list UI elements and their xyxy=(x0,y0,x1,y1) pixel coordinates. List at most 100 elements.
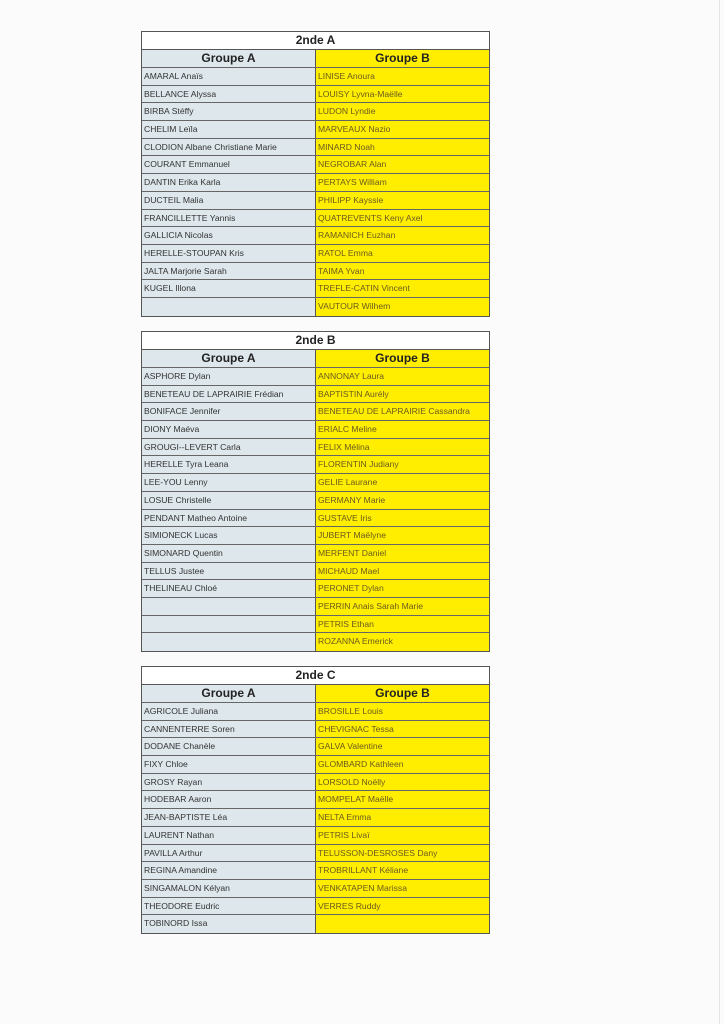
table-row: KUGEL Illona TREFLE-CATIN Vincent xyxy=(142,280,489,298)
group-a-student: BENETEAU DE LAPRAIRIE Frédian xyxy=(142,385,316,403)
table-row: SIMIONECK Lucas JUBERT Maëlyne xyxy=(142,527,489,545)
table-row: FIXY Chloe GLOMBARD Kathleen xyxy=(142,756,489,774)
table-row: GALLICIA Nicolas RAMANICH Euzhan xyxy=(142,227,489,245)
group-a-header: Groupe A xyxy=(142,685,316,702)
table-row: CANNENTERRE Soren CHEVIGNAC Tessa xyxy=(142,720,489,739)
table-row: BONIFACE Jennifer BENETEAU DE LAPRAIRIE … xyxy=(142,403,489,422)
group-a-student: LEE-YOU Lenny xyxy=(142,474,316,491)
group-a-student xyxy=(142,297,316,316)
group-b-student: GALVA Valentine xyxy=(316,738,489,756)
group-a-student: DODANE Chanèle xyxy=(142,738,316,756)
table-row: PENDANT Matheo Antoine GUSTAVE Iris xyxy=(142,509,489,528)
table-row: ASPHORE Dylan ANNONAY Laura xyxy=(142,368,489,386)
table-row: PETRIS Ethan xyxy=(142,615,489,634)
group-a-student: HERELLE-STOUPAN Kris xyxy=(142,244,316,262)
group-a-student: CHELIM Leïla xyxy=(142,121,316,138)
group-b-header: Groupe B xyxy=(316,50,489,67)
group-a-student xyxy=(142,633,316,651)
class-title: 2nde C xyxy=(142,667,489,685)
group-b-student: NELTA Emma xyxy=(316,809,489,826)
table-row: THEODORE Eudric VERRES Ruddy xyxy=(142,897,489,916)
group-a-student: CANNENTERRE Soren xyxy=(142,720,316,738)
group-a-student: FIXY Chloe xyxy=(142,756,316,773)
header-row: Groupe A Groupe B xyxy=(142,50,489,68)
table-row: LOSUE Christelle GERMANY Marie xyxy=(142,491,489,510)
table-row: SINGAMALON Kélyan VENKATAPEN Marissa xyxy=(142,879,489,898)
table-row: BIRBA Stéffy LUDON Lyndie xyxy=(142,103,489,122)
group-b-header: Groupe B xyxy=(316,685,489,702)
group-a-student: THEODORE Eudric xyxy=(142,897,316,915)
group-a-student: LOSUE Christelle xyxy=(142,491,316,509)
group-b-student: PERTAYS William xyxy=(316,174,489,191)
table-row: JEAN-BAPTISTE Léa NELTA Emma xyxy=(142,809,489,827)
table-row: TELLUS Justee MICHAUD Mael xyxy=(142,562,489,581)
group-a-student: DUCTEIL Malia xyxy=(142,191,316,209)
group-a-student: BIRBA Stéffy xyxy=(142,103,316,121)
table-row: SIMONARD Quentin MERFENT Daniel xyxy=(142,544,489,563)
group-b-student: QUATREVENTS Keny Axel xyxy=(316,209,489,227)
table-row: LAURENT Nathan PETRIS Livaï xyxy=(142,826,489,845)
group-b-student: MARVEAUX Nazio xyxy=(316,121,489,138)
group-b-student: LOUISY Lyvna-Maëlle xyxy=(316,85,489,103)
group-a-student xyxy=(142,615,316,633)
table-row: DODANE Chanèle GALVA Valentine xyxy=(142,738,489,757)
class-title: 2nde B xyxy=(142,332,489,350)
group-a-student: PAVILLA Arthur xyxy=(142,844,316,862)
group-b-student: PHILIPP Kayssie xyxy=(316,191,489,209)
group-b-student: FLORENTIN Judiany xyxy=(316,456,489,474)
group-b-student: MERFENT Daniel xyxy=(316,544,489,562)
group-b-student: PETRIS Livaï xyxy=(316,826,489,844)
group-b-student: MICHAUD Mael xyxy=(316,562,489,580)
group-b-student: NEGROBAR Alan xyxy=(316,156,489,174)
group-a-student: JEAN-BAPTISTE Léa xyxy=(142,809,316,826)
group-a-student: ASPHORE Dylan xyxy=(142,368,316,385)
group-b-student xyxy=(316,915,489,933)
group-a-student: AGRICOLE Juliana xyxy=(142,703,316,720)
group-b-student: RAMANICH Euzhan xyxy=(316,227,489,244)
group-b-student: ERIALC Meline xyxy=(316,421,489,438)
group-a-student: TOBINORD Issa xyxy=(142,915,316,933)
group-a-student: KUGEL Illona xyxy=(142,280,316,297)
table-row: LEE-YOU Lenny GELIE Laurane xyxy=(142,474,489,492)
group-a-student xyxy=(142,597,316,615)
group-a-student: GALLICIA Nicolas xyxy=(142,227,316,244)
group-b-student: CHEVIGNAC Tessa xyxy=(316,720,489,738)
group-a-student: HODEBAR Aaron xyxy=(142,791,316,809)
table-row: FRANCILLETTE Yannis QUATREVENTS Keny Axe… xyxy=(142,209,489,228)
group-a-student: HERELLE Tyra Leana xyxy=(142,456,316,474)
table-row: BENETEAU DE LAPRAIRIE Frédian BAPTISTIN … xyxy=(142,385,489,404)
group-a-student: CLODION Albane Christiane Marie xyxy=(142,138,316,156)
group-b-student: LINISE Anoura xyxy=(316,68,489,85)
table-row: DUCTEIL Malia PHILIPP Kayssie xyxy=(142,191,489,210)
header-row: Groupe A Groupe B xyxy=(142,685,489,703)
group-a-student: BONIFACE Jennifer xyxy=(142,403,316,421)
group-b-student: BENETEAU DE LAPRAIRIE Cassandra xyxy=(316,403,489,421)
group-a-student: LAURENT Nathan xyxy=(142,826,316,844)
group-b-student: VERRES Ruddy xyxy=(316,897,489,915)
table-row: COURANT Emmanuel NEGROBAR Alan xyxy=(142,156,489,175)
group-b-student: TROBRILLANT Kéliane xyxy=(316,862,489,879)
group-b-student: LUDON Lyndie xyxy=(316,103,489,121)
group-b-student: PETRIS Ethan xyxy=(316,615,489,633)
group-b-student: ROZANNA Emerick xyxy=(316,633,489,651)
group-a-student: REGINA Amandine xyxy=(142,862,316,879)
table-row: JALTA Marjorie Sarah TAIMA Yvan xyxy=(142,262,489,281)
group-b-student: BAPTISTIN Aurély xyxy=(316,385,489,403)
group-b-student: MINARD Noah xyxy=(316,138,489,156)
group-a-student: BELLANCE Alyssa xyxy=(142,85,316,103)
group-a-student: SIMONARD Quentin xyxy=(142,544,316,562)
table-row: ROZANNA Emerick xyxy=(142,633,489,651)
table-row: CHELIM Leïla MARVEAUX Nazio xyxy=(142,121,489,139)
table-row: AMARAL Anaïs LINISE Anoura xyxy=(142,68,489,86)
group-a-student: DANTIN Erika Karla xyxy=(142,174,316,191)
group-a-student: PENDANT Matheo Antoine xyxy=(142,509,316,527)
group-a-student: THELINEAU Chloé xyxy=(142,580,316,597)
table-row: THELINEAU Chloé PERONET Dylan xyxy=(142,580,489,598)
group-b-student: VENKATAPEN Marissa xyxy=(316,879,489,897)
group-b-student: TELUSSON-DESROSES Dany xyxy=(316,844,489,862)
group-b-student: PERONET Dylan xyxy=(316,580,489,597)
group-a-student: DIONY Maéva xyxy=(142,421,316,438)
group-a-student: COURANT Emmanuel xyxy=(142,156,316,174)
group-b-student: GELIE Laurane xyxy=(316,474,489,491)
table-row: PERRIN Anais Sarah Marie xyxy=(142,597,489,616)
